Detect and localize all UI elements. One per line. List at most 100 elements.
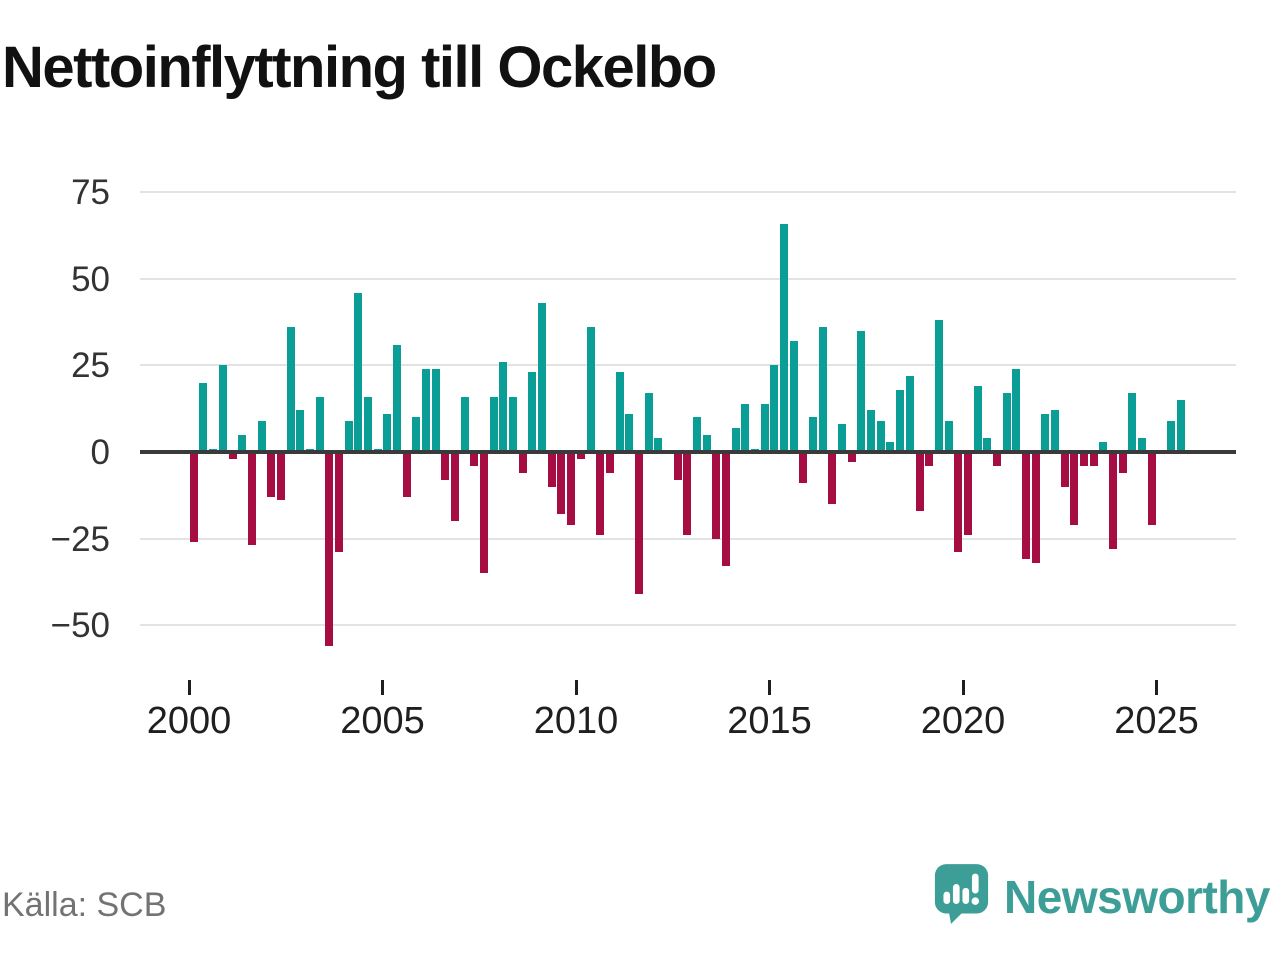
bar: [741, 403, 750, 452]
bar: [247, 452, 256, 546]
bar: [731, 427, 740, 452]
grid-line: [140, 537, 1236, 540]
bar: [431, 368, 440, 452]
x-axis-tick-mark: [381, 680, 384, 695]
bar: [286, 327, 295, 452]
bar: [586, 327, 595, 452]
bar: [857, 330, 866, 452]
bar: [789, 341, 798, 452]
bar: [528, 372, 537, 452]
bar: [760, 403, 769, 452]
bar: [867, 410, 876, 452]
x-axis-tick-label: 2015: [727, 700, 812, 742]
grid-line: [140, 364, 1236, 367]
bar: [683, 452, 692, 536]
bar: [480, 452, 489, 574]
bar: [228, 452, 237, 459]
bar: [460, 396, 469, 452]
bar: [547, 452, 556, 487]
bar: [1089, 452, 1098, 466]
x-axis-tick-mark: [961, 680, 965, 695]
x-axis-tick-label: 2000: [146, 700, 232, 742]
x-axis-tick-label: 2005: [340, 700, 425, 742]
newsworthy-logo-icon: [933, 862, 990, 931]
x-axis-tick-mark: [768, 680, 771, 695]
bar: [847, 452, 856, 463]
x-axis-zero-line: [140, 450, 1236, 454]
bar: [441, 452, 450, 480]
bar: [925, 452, 934, 466]
x-axis-tick-mark: [187, 680, 191, 695]
bar: [915, 452, 924, 511]
bar: [267, 452, 276, 497]
bar: [189, 452, 198, 542]
bar: [557, 452, 566, 515]
bar: [1012, 368, 1021, 452]
bar: [770, 365, 779, 452]
x-axis-tick-label: 2020: [920, 700, 1006, 742]
chart-title: Nettoinflyttning till Ockelbo: [2, 35, 717, 100]
bar: [276, 452, 285, 501]
bar: [973, 386, 982, 452]
bar: [1109, 452, 1118, 549]
bar: [838, 424, 847, 452]
bar: [954, 452, 963, 553]
bar: [625, 413, 634, 452]
bar: [296, 410, 305, 452]
bar: [1031, 452, 1040, 563]
bar: [412, 417, 421, 452]
bar: [1070, 452, 1079, 525]
y-axis-tick-label: 0: [90, 433, 110, 472]
bar: [1060, 452, 1069, 487]
bar: [896, 389, 905, 452]
bar: [828, 452, 837, 504]
bar: [712, 452, 721, 539]
bar: [905, 375, 914, 452]
bar: [402, 452, 411, 497]
bar: [238, 434, 247, 452]
newsworthy-brand: Newsworthy: [933, 862, 1270, 931]
bar: [334, 452, 343, 553]
bar: [886, 441, 895, 452]
bar: [702, 434, 711, 452]
bar: [1050, 410, 1059, 452]
bar: [509, 396, 518, 452]
bar: [876, 420, 885, 452]
bar: [983, 438, 992, 452]
grid-line: [140, 624, 1236, 627]
bar: [218, 365, 227, 452]
bar: [538, 303, 547, 452]
bar: [499, 361, 508, 452]
bar: [325, 452, 334, 646]
bar: [199, 382, 208, 452]
newsworthy-logo-text: Newsworthy: [1004, 870, 1270, 923]
bar: [470, 452, 479, 466]
bar: [596, 452, 605, 536]
bar: [1138, 438, 1147, 452]
source-text: Källa: SCB: [2, 886, 167, 924]
grid-line: [140, 277, 1236, 280]
bar: [518, 452, 527, 473]
bar: [567, 452, 576, 525]
bar: [1002, 393, 1011, 452]
bar: [1176, 400, 1185, 452]
bar: [576, 452, 585, 459]
bar: [605, 452, 614, 473]
bar: [315, 396, 324, 452]
bar: [257, 420, 266, 452]
bar: [1021, 452, 1030, 560]
x-axis-tick-mark: [1155, 680, 1158, 695]
bar: [1099, 441, 1108, 452]
x-axis-tick-mark: [574, 680, 578, 695]
bar: [780, 223, 789, 452]
y-axis-tick-label: 25: [71, 346, 110, 386]
bar: [721, 452, 730, 567]
bar: [799, 452, 808, 484]
bar: [1079, 452, 1088, 466]
bar: [1147, 452, 1156, 525]
bar: [934, 320, 943, 452]
y-axis-tick-label: 75: [71, 173, 110, 213]
bar: [809, 417, 818, 452]
bar: [383, 413, 392, 452]
